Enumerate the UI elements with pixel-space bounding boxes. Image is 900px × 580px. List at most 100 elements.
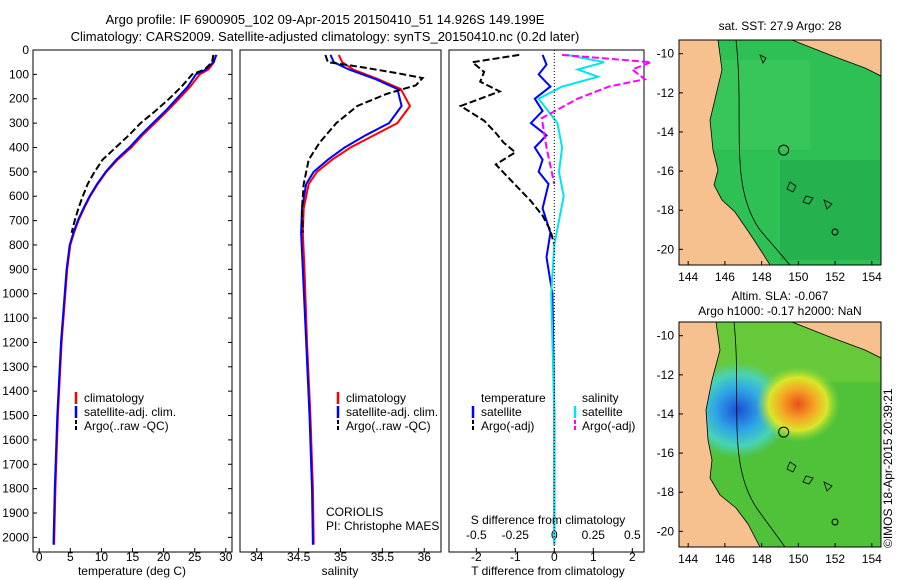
legend-group-salinity: salinity: [582, 391, 619, 405]
depth-tick-label: 1600: [2, 433, 29, 447]
x-tick-label: 35.5: [371, 550, 395, 564]
legend-label-climatology: climatology: [346, 391, 406, 405]
plot-title: Argo profile: IF 6900905_102 09-Apr-2015…: [105, 12, 545, 27]
temperature-panel: 0100200300400500600700800900100011001200…: [2, 43, 644, 578]
lon-tick-label: 154: [862, 552, 882, 566]
lat-tick-label: -20: [657, 242, 675, 256]
legend-label-satellite: satellite-adj. clim.: [84, 405, 176, 419]
sla-map-frame: [678, 321, 882, 548]
depth-tick-label: 1100: [3, 311, 29, 325]
depth-tick-label: 500: [9, 165, 29, 179]
sst-australia-land: [679, 40, 771, 265]
data-centre-label: CORIOLIS: [326, 505, 383, 519]
series-line-satellite-adj-clim: [52, 54, 218, 545]
legend-label-s-satellite: satellite: [582, 405, 623, 419]
difference-legend: temperature salinity satellite Argo(-adj…: [471, 391, 635, 433]
sla-map-title: Altim. SLA: -0.067: [732, 289, 829, 303]
argo-position-marker: [778, 426, 790, 438]
lat-tick-label: -12: [657, 368, 675, 382]
lat-tick-label: -14: [657, 407, 675, 421]
lat-tick-label: -20: [657, 524, 675, 538]
s-difference-label: S difference from climatology: [471, 513, 626, 527]
s-tick-label: -0.25: [502, 528, 530, 542]
temperature-axes-frame: [32, 49, 233, 553]
depth-tick-label: 1900: [2, 506, 29, 520]
t-difference-label: T difference from climatology: [471, 564, 625, 578]
lon-tick-label: 154: [862, 270, 882, 284]
x-tick-label: 0: [36, 550, 43, 564]
temperature-series: [52, 54, 218, 545]
difference-axes-frame: [448, 49, 645, 553]
legend-label-argo: Argo(..raw -QC): [346, 419, 431, 433]
lon-tick-label: 146: [715, 552, 735, 566]
s-tick-label: -0.5: [466, 528, 487, 542]
sst-map-axes: 144 146 148 150 152 154 -10 -12 -14 -16 -18 -20: [657, 47, 882, 284]
salinity-axes-frame: [239, 49, 442, 553]
lon-tick-label: 148: [752, 270, 772, 284]
depth-tick-label: 1000: [2, 287, 29, 301]
s-tick-label: 0.25: [582, 528, 606, 542]
legend-label-s-argo: Argo(-adj): [582, 419, 635, 433]
x-tick-label: 2: [629, 550, 636, 564]
depth-tick-label: 400: [9, 140, 29, 154]
depth-tick-label: 1700: [2, 457, 29, 471]
depth-tick-label: 800: [9, 238, 29, 252]
sst-map-panel: sat. SST: 27.9 Argo: 28 144 146 148 150 152 1…: [657, 19, 882, 284]
temperature-legend: climatology satellite-adj. clim. Argo(..…: [74, 391, 176, 433]
x-tick-label: 1: [590, 550, 597, 564]
series-line-argo-raw-qc: [70, 54, 215, 234]
sla-isobath: [733, 322, 786, 547]
lat-tick-label: -18: [657, 485, 675, 499]
sst-map-frame: [678, 39, 882, 266]
lon-tick-label: 144: [678, 270, 698, 284]
lon-tick-label: 150: [788, 552, 808, 566]
series-line-satellite: [529, 54, 556, 545]
series-line-satellite: [537, 53, 605, 545]
x-tick-label: 30: [219, 550, 233, 564]
lon-tick-label: 150: [788, 270, 808, 284]
lat-tick-label: -18: [657, 203, 675, 217]
x-tick-label: 35: [334, 550, 348, 564]
plot-subtitle: Climatology: CARS2009. Satellite-adjuste…: [70, 29, 580, 44]
x-tick-label: 5: [67, 550, 74, 564]
depth-tick-label: 1300: [2, 360, 29, 374]
x-tick-label: 0: [551, 550, 558, 564]
sla-australia-land: [679, 322, 761, 547]
depth-tick-label: 0: [22, 43, 29, 57]
legend-label-t-argo: Argo(-adj): [481, 419, 534, 433]
lat-tick-label: -12: [657, 86, 675, 100]
salinity-x-label: salinity: [322, 564, 359, 578]
x-tick-label: 25: [188, 550, 202, 564]
depth-tick-label: 1500: [2, 409, 29, 423]
depth-tick-label: 200: [9, 92, 29, 106]
lon-tick-label: 144: [678, 552, 698, 566]
x-tick-label: -1: [510, 550, 521, 564]
depth-tick-label: 900: [9, 262, 29, 276]
argo-position-marker: [778, 144, 790, 156]
depth-tick-label: 1400: [2, 384, 29, 398]
pi-label: PI: Christophe MAES: [326, 519, 439, 533]
lat-tick-label: -10: [657, 329, 675, 343]
legend-label-climatology: climatology: [84, 391, 144, 405]
sst-reefs: [759, 54, 833, 210]
legend-label-satellite: satellite-adj. clim.: [346, 405, 438, 419]
sla-map-panel: Altim. SLA: -0.067 Argo h1000: -0.17 h20…: [657, 289, 882, 566]
sst-png-land: [791, 40, 881, 77]
series-line-satellite-adj-clim: [300, 54, 403, 545]
sst-secondary-marker: [831, 228, 839, 236]
lat-tick-label: -10: [657, 47, 675, 61]
series-line-argo-raw-qc: [300, 54, 425, 233]
lon-tick-label: 152: [825, 270, 845, 284]
sla-map-subtitle: Argo h1000: -0.17 h2000: NaN: [698, 304, 861, 318]
legend-group-temperature: temperature: [481, 391, 546, 405]
imos-credit: ©IMOS 18-Apr-2015 20:39:21: [881, 388, 895, 548]
x-tick-label: 20: [157, 550, 171, 564]
x-tick-label: 34.5: [287, 550, 311, 564]
sla-high-anomaly: [756, 366, 840, 442]
lat-tick-label: -16: [657, 446, 675, 460]
sla-map-field: [679, 322, 881, 547]
salinity-x-axis: 34 34.5 35 35.5 36: [250, 548, 431, 564]
sla-png-land: [791, 322, 881, 359]
lat-tick-label: -14: [657, 125, 675, 139]
temperature-x-axis: 0 5 10 15 20 25 30: [36, 548, 233, 564]
